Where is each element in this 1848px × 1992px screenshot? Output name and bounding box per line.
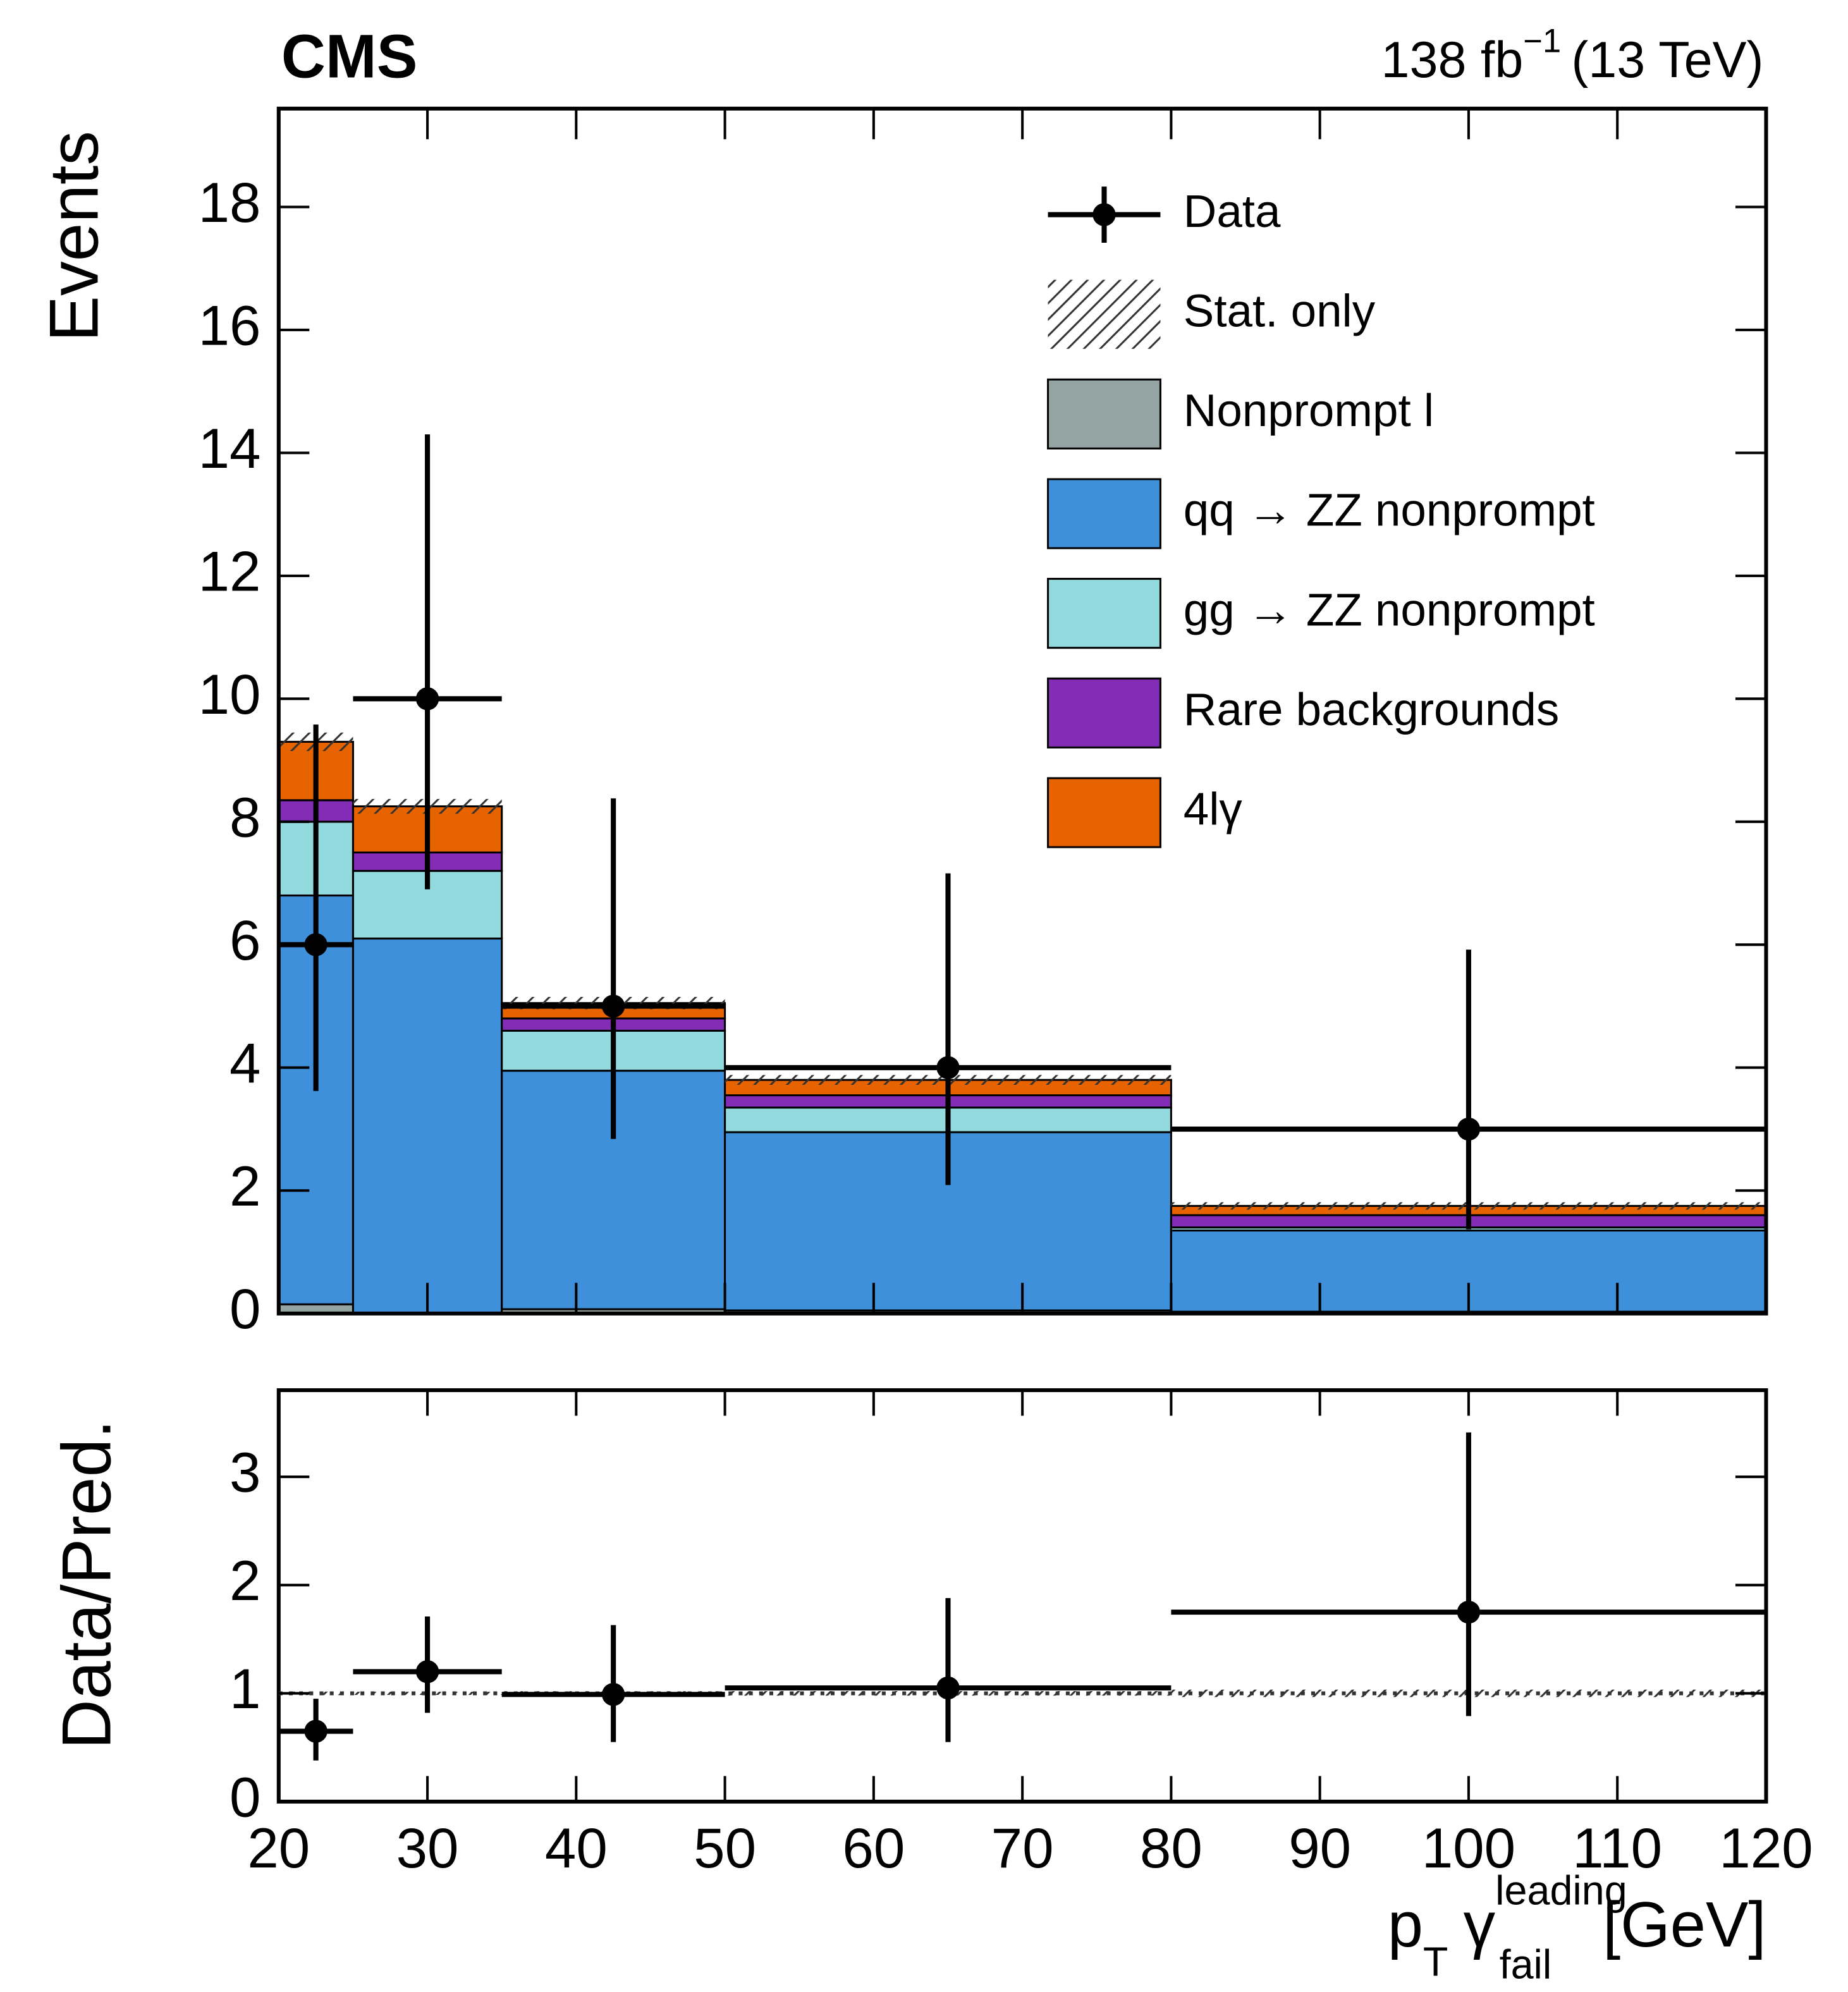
data-point — [1457, 1117, 1481, 1141]
x-tick-label: 60 — [842, 1816, 905, 1879]
x-label-gamma: γ — [1464, 1890, 1496, 1960]
y-tick-label: 12 — [199, 539, 261, 602]
legend-swatch — [1047, 578, 1161, 649]
data-point — [415, 1660, 439, 1683]
data-point — [415, 687, 439, 711]
legend-label: Stat. only — [1184, 285, 1376, 336]
y-tick-label: 8 — [229, 785, 260, 848]
y-tick-label: 14 — [199, 417, 261, 480]
legend-label: qq → ZZ nonprompt — [1184, 485, 1595, 536]
data-point — [601, 994, 625, 1018]
legend-label: gg → ZZ nonprompt — [1184, 584, 1595, 635]
x-label-sup: leading — [1495, 1867, 1627, 1913]
experiment-label: CMS — [281, 22, 418, 91]
legend-label: Rare backgrounds — [1184, 684, 1559, 735]
legend-swatch — [1048, 279, 1161, 349]
lumi-label: 138 fb−1 (13 TeV) — [1381, 23, 1764, 89]
x-tick-label: 20 — [247, 1816, 310, 1879]
y-tick-label: 10 — [199, 663, 261, 726]
legend-swatch — [1047, 777, 1161, 848]
data-point — [1457, 1600, 1481, 1624]
x-label-sub: T — [1423, 1939, 1448, 1985]
x-axis-label: pTγleading fail [GeV] — [1388, 1867, 1766, 1987]
y-tick-label: 16 — [199, 293, 261, 357]
y-tick-label: 18 — [199, 171, 261, 234]
x-tick-label: 90 — [1288, 1816, 1351, 1879]
legend-label: Nonprompt l — [1184, 385, 1434, 436]
y-tick-label: 2 — [229, 1154, 260, 1218]
data-point — [304, 933, 327, 956]
data-point — [304, 1720, 327, 1743]
ratio-stat-band — [278, 1691, 353, 1696]
stack-segment — [352, 938, 503, 1315]
legend-swatch — [1047, 378, 1161, 449]
y-tick-label: 0 — [229, 1277, 260, 1340]
x-tick-label: 50 — [694, 1816, 756, 1879]
x-label-unit: [GeV] — [1603, 1890, 1766, 1960]
x-tick-label: 40 — [545, 1816, 608, 1879]
data-point — [601, 1683, 625, 1706]
x-label-p: p — [1388, 1890, 1423, 1960]
y-tick-label: 3 — [229, 1441, 260, 1504]
data-point — [936, 1676, 960, 1700]
y-tick-label: 2 — [229, 1549, 260, 1612]
data-point — [936, 1056, 960, 1079]
y-tick-label: 4 — [229, 1031, 260, 1094]
y-tick-label: 0 — [229, 1765, 260, 1828]
x-tick-label: 110 — [1572, 1816, 1662, 1879]
x-tick-label: 80 — [1140, 1816, 1202, 1879]
x-label-sub2: fail — [1500, 1941, 1552, 1988]
x-tick-label: 120 — [1719, 1816, 1813, 1879]
legend-swatch — [1047, 677, 1161, 749]
lumi-rest: (13 TeV) — [1571, 32, 1763, 89]
x-tick-label: 70 — [991, 1816, 1054, 1879]
y-tick-label: 6 — [229, 908, 260, 972]
x-tick-label: 30 — [396, 1816, 459, 1879]
lumi-main: 138 fb — [1381, 32, 1524, 89]
legend-swatch — [1047, 478, 1161, 549]
y-tick-label: 1 — [229, 1657, 260, 1720]
legend-label: 4lγ — [1184, 784, 1243, 835]
legend-marker — [1092, 203, 1116, 226]
ratio-y-axis-label: Data/Pred. — [49, 1419, 126, 1749]
lumi-sup: −1 — [1523, 23, 1561, 60]
x-tick-label: 100 — [1422, 1816, 1515, 1879]
y-axis-label: Events — [35, 131, 113, 342]
legend-label: Data — [1184, 186, 1281, 237]
